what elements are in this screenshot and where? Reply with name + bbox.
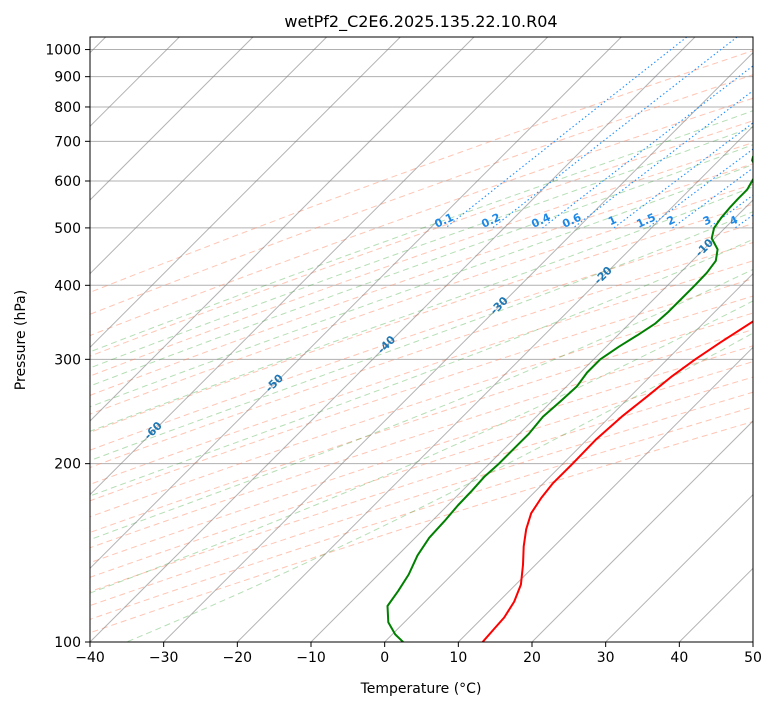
mixing-ratio-line <box>492 37 738 229</box>
dry-adiabat <box>90 278 753 502</box>
x-tick-label: 50 <box>744 650 762 666</box>
plot-frame <box>89 36 754 643</box>
y-tick-label: 300 <box>54 352 81 368</box>
isotherm <box>90 37 475 422</box>
dry-adiabat <box>90 361 753 578</box>
isotherm <box>236 125 753 642</box>
mixing-ratio-line <box>542 65 753 229</box>
dry-adiabat <box>90 74 753 315</box>
dry-adiabat <box>90 163 753 396</box>
isotherm <box>457 346 753 642</box>
mixing-ratio-line <box>572 90 753 229</box>
isotherms <box>90 37 753 642</box>
dry-adiabat <box>90 97 753 337</box>
dry-adiabat <box>90 391 753 607</box>
isotherm <box>90 37 549 496</box>
pressure-gridlines <box>90 49 753 642</box>
y-tick-label: 200 <box>54 457 81 473</box>
isotherm <box>384 272 753 642</box>
dry-adiabat <box>90 142 753 377</box>
isotherm <box>310 199 753 642</box>
x-tick-label: −20 <box>223 650 253 666</box>
isotherm <box>531 420 753 642</box>
y-tick-label: 500 <box>54 221 81 237</box>
plot-area: 0.10.20.40.611.52346810131620253036-100-… <box>90 37 753 642</box>
moist-adiabats <box>90 110 753 642</box>
isotherm <box>90 37 622 570</box>
dry-adiabat <box>90 50 753 293</box>
dry-adiabat <box>90 312 753 533</box>
isotherm <box>90 37 328 275</box>
dry-adiabat <box>90 329 753 549</box>
dewpoint-profile-line <box>386 155 753 642</box>
isotherm <box>605 493 753 642</box>
y-tick-label: 600 <box>54 174 81 190</box>
profile-series <box>386 155 753 642</box>
x-axis-label: Temperature (°C) <box>360 681 482 697</box>
temperature-profile-line <box>481 320 753 642</box>
isotherm <box>90 37 254 201</box>
mixing-ratio-line <box>672 167 753 229</box>
y-axis-label: Pressure (hPa) <box>13 290 29 390</box>
isotherm <box>163 51 753 642</box>
isotherm <box>90 37 696 642</box>
dry-adiabat <box>90 223 753 451</box>
y-tick-label: 1000 <box>45 43 81 59</box>
x-tick-label: 10 <box>449 650 467 666</box>
moist-adiabat <box>90 186 753 432</box>
x-tick-label: 0 <box>380 650 389 666</box>
moist-adiabat <box>126 332 753 642</box>
mixing-ratio-lines <box>445 37 753 229</box>
x-axis-ticks: −40 −30 −20 −10 0 10 20 30 40 50 <box>75 642 762 666</box>
moist-adiabat <box>90 268 753 541</box>
x-tick-label: −40 <box>75 650 105 666</box>
x-tick-label: 20 <box>523 650 541 666</box>
isotherm <box>90 37 401 349</box>
moist-adiabat <box>90 163 753 408</box>
y-tick-label: 900 <box>54 70 81 86</box>
moist-adiabat <box>90 238 753 497</box>
y-tick-label: 800 <box>54 100 81 116</box>
dry-adiabat <box>90 183 753 415</box>
y-tick-label: 100 <box>54 635 81 651</box>
x-tick-label: 40 <box>670 650 688 666</box>
x-tick-label: 30 <box>597 650 615 666</box>
y-tick-label: 400 <box>54 278 81 294</box>
x-tick-label: −10 <box>296 650 326 666</box>
y-tick-label: 700 <box>54 134 81 150</box>
x-tick-label: −30 <box>149 650 179 666</box>
moist-adiabat <box>90 144 753 387</box>
y-axis-ticks: 100 200 300 400 500 600 700 800 900 1000 <box>45 43 90 651</box>
chart-title: wetPf2_C2E6.2025.135.22.10.R04 <box>284 12 557 32</box>
